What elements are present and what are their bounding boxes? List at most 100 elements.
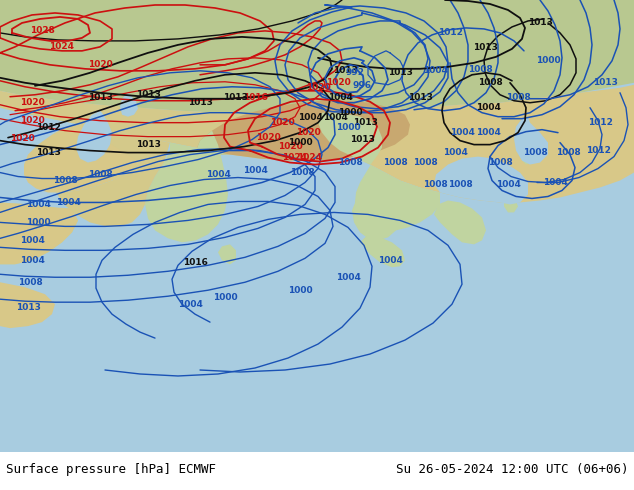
Text: 1012: 1012 (586, 146, 611, 155)
Text: 1000: 1000 (288, 286, 313, 294)
Text: 1004: 1004 (423, 66, 448, 75)
Polygon shape (504, 189, 518, 213)
Text: 1013: 1013 (188, 98, 212, 107)
Text: 1013: 1013 (408, 93, 432, 102)
Polygon shape (434, 200, 486, 245)
Polygon shape (145, 131, 230, 243)
Text: 1013: 1013 (136, 140, 160, 149)
Text: 1013: 1013 (136, 90, 160, 99)
Text: 1020: 1020 (326, 78, 351, 87)
Text: 1004: 1004 (335, 273, 361, 282)
Text: 1008: 1008 (468, 65, 493, 74)
Text: 1013: 1013 (333, 66, 358, 75)
Text: 1013: 1013 (527, 19, 552, 27)
Polygon shape (48, 124, 170, 226)
Polygon shape (76, 111, 112, 163)
Polygon shape (318, 113, 440, 230)
Text: 996: 996 (353, 81, 372, 90)
Text: 1013: 1013 (349, 135, 375, 144)
Text: 1024: 1024 (49, 42, 75, 51)
Text: 1013: 1013 (223, 93, 247, 102)
Text: 1000: 1000 (335, 123, 360, 132)
Text: 1004: 1004 (20, 236, 44, 245)
Text: 1013: 1013 (387, 68, 413, 77)
Text: 1020: 1020 (278, 142, 302, 151)
Polygon shape (0, 0, 634, 115)
Text: 1016: 1016 (243, 93, 268, 102)
Text: 1004: 1004 (56, 198, 81, 207)
Text: 1008: 1008 (338, 158, 363, 167)
Text: 1004: 1004 (496, 180, 521, 189)
Polygon shape (518, 148, 530, 165)
Text: 1000: 1000 (26, 218, 50, 227)
Text: 1008: 1008 (383, 158, 408, 167)
Text: 1013: 1013 (353, 118, 377, 127)
Text: 1012: 1012 (588, 118, 612, 127)
Text: 1008: 1008 (87, 170, 112, 179)
Polygon shape (512, 172, 524, 191)
Text: 1004: 1004 (378, 256, 403, 265)
Text: 1004: 1004 (328, 93, 353, 102)
Text: 1020: 1020 (20, 116, 44, 125)
Text: 1008: 1008 (18, 278, 42, 287)
Polygon shape (360, 236, 405, 267)
Text: 1004: 1004 (178, 300, 202, 309)
Text: 1004: 1004 (323, 113, 347, 122)
Polygon shape (24, 124, 148, 193)
Polygon shape (514, 117, 548, 165)
Polygon shape (120, 93, 138, 117)
Text: 1004: 1004 (20, 256, 44, 265)
Text: 1020: 1020 (20, 98, 44, 107)
Polygon shape (0, 202, 78, 264)
Text: Surface pressure [hPa] ECMWF: Surface pressure [hPa] ECMWF (6, 463, 216, 476)
Text: 1008: 1008 (506, 93, 531, 102)
Text: 1013: 1013 (16, 303, 41, 312)
Text: 1013: 1013 (36, 148, 60, 157)
Polygon shape (548, 135, 568, 154)
Text: 1004: 1004 (543, 178, 567, 187)
Text: 1000: 1000 (338, 108, 362, 117)
Text: 1024: 1024 (283, 153, 307, 162)
Text: 1013: 1013 (87, 93, 112, 102)
Text: Su 26-05-2024 12:00 UTC (06+06): Su 26-05-2024 12:00 UTC (06+06) (396, 463, 628, 476)
Text: 1024: 1024 (297, 153, 323, 162)
Polygon shape (0, 202, 78, 264)
Text: 1012: 1012 (36, 123, 60, 132)
Text: 1008: 1008 (423, 180, 448, 189)
Text: 1020: 1020 (269, 118, 294, 127)
Text: 1008: 1008 (555, 148, 580, 157)
Polygon shape (226, 210, 310, 256)
Text: 1004: 1004 (476, 103, 500, 112)
Text: 1020: 1020 (256, 133, 280, 142)
Polygon shape (218, 245, 236, 264)
Text: 1020: 1020 (10, 134, 34, 143)
Text: 1020: 1020 (295, 128, 320, 137)
Text: 1004: 1004 (443, 148, 467, 157)
Text: 1004: 1004 (205, 170, 230, 179)
Text: 1004: 1004 (450, 128, 474, 137)
Text: 1008: 1008 (53, 176, 77, 185)
Text: 1008: 1008 (413, 158, 437, 167)
Text: 1016: 1016 (183, 258, 207, 267)
Polygon shape (0, 91, 415, 161)
Polygon shape (0, 282, 55, 328)
Text: 1004: 1004 (25, 200, 51, 209)
Polygon shape (510, 117, 536, 154)
Polygon shape (434, 157, 528, 204)
Text: 1008: 1008 (290, 168, 314, 177)
Text: 1000: 1000 (212, 293, 237, 302)
Text: 1004: 1004 (297, 113, 323, 122)
Polygon shape (352, 185, 396, 241)
Polygon shape (318, 85, 634, 202)
Text: 1020: 1020 (87, 60, 112, 69)
Polygon shape (542, 111, 574, 159)
Text: 1028: 1028 (30, 26, 55, 35)
Text: 1004: 1004 (476, 128, 500, 137)
Text: 1013: 1013 (472, 44, 498, 52)
Text: 1000: 1000 (536, 56, 560, 65)
Text: 992: 992 (346, 68, 365, 77)
Text: 1020: 1020 (306, 83, 330, 92)
Text: 1013: 1013 (593, 78, 618, 87)
Text: 1012: 1012 (437, 28, 462, 37)
Text: 1004: 1004 (243, 166, 268, 175)
